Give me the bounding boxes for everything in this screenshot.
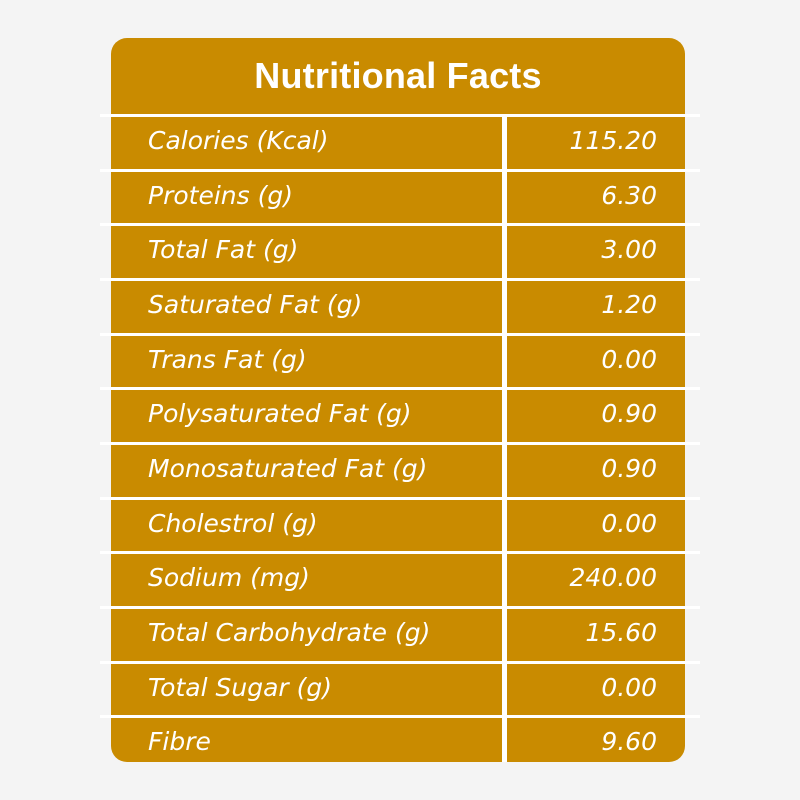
nutrient-label: Fibre [148,727,211,757]
column-divider [502,117,507,762]
nutrient-label: Saturated Fat (g) [148,289,363,319]
row-separator [100,114,700,117]
table-row: Trans Fat (g) 0.00 [111,336,685,391]
nutrition-panel [111,38,685,762]
row-separator [100,606,700,610]
nutrient-value: 1.20 [601,289,657,319]
nutrient-label: Proteins (g) [148,180,293,210]
nutrient-label: Calories (Kcal) [148,126,329,155]
nutrient-value: 0.90 [601,453,657,483]
table-row: Monosaturated Fat (g) 0.90 [111,445,685,500]
nutrient-value: 9.60 [601,727,657,757]
nutrient-value: 3.00 [601,235,657,265]
nutrient-value: 0.00 [601,672,657,702]
table-row: Total Sugar (g) 0.00 [111,664,685,719]
row-separator [100,278,700,281]
nutrient-value: 6.30 [601,180,657,210]
row-separator [100,442,700,446]
nutrient-value: 240.00 [569,563,657,593]
table-row: Proteins (g) 6.30 [111,172,685,227]
nutrient-value: 0.00 [601,508,657,538]
table-row: Fibre 9.60 [111,718,685,773]
nutrition-table: Calories (Kcal) 115.20 Proteins (g) 6.30… [111,117,685,773]
nutrient-label: Total Sugar (g) [148,672,332,702]
nutrient-value: 115.20 [569,126,657,155]
row-separator [100,332,700,336]
table-row: Saturated Fat (g) 1.20 [111,281,685,336]
nutrient-label: Total Fat (g) [148,235,299,265]
row-separator [100,660,700,664]
table-row: Total Fat (g) 3.00 [111,226,685,281]
table-row: Cholestrol (g) 0.00 [111,500,685,555]
nutrient-label: Polysaturated Fat (g) [148,399,412,429]
nutrient-label: Cholestrol (g) [148,508,318,538]
nutrient-value: 0.00 [601,344,657,374]
row-separator [100,223,700,227]
table-row: Calories (Kcal) 115.20 [111,117,685,172]
row-separator [100,387,700,391]
table-row: Total Carbohydrate (g) 15.60 [111,609,685,664]
nutrient-label: Trans Fat (g) [148,344,307,374]
table-row: Sodium (mg) 240.00 [111,554,685,609]
nutrient-value: 15.60 [585,617,657,647]
row-separator [100,496,700,500]
nutrient-label: Monosaturated Fat (g) [148,453,428,483]
panel-title: Nutritional Facts [254,55,542,96]
nutrient-label: Sodium (mg) [148,563,310,593]
nutrient-value: 0.90 [601,399,657,429]
table-row: Polysaturated Fat (g) 0.90 [111,390,685,445]
row-separator [100,715,700,719]
nutrient-label: Total Carbohydrate (g) [148,617,431,647]
row-separator [100,551,700,555]
row-separator [100,168,700,172]
